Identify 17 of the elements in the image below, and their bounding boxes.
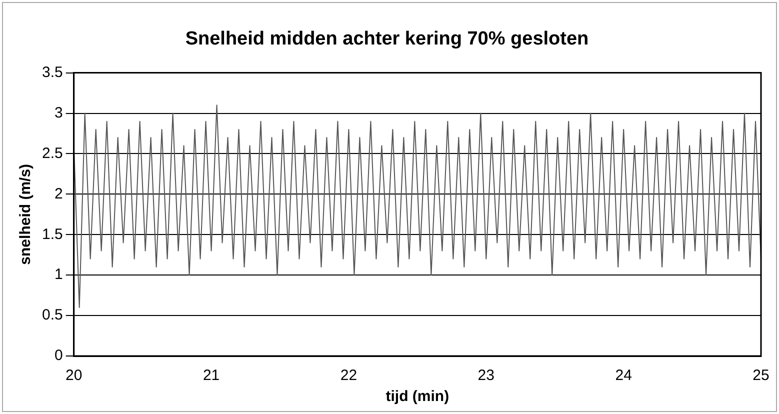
chart-title: Snelheid midden achter kering 70% gesloten [185,28,589,50]
y-tick-label: 1.5 [42,226,63,243]
x-tick-label: 25 [752,367,770,384]
y-tick-label: 2.5 [42,144,63,162]
y-tick-label: 0.5 [42,306,63,324]
y-tick-label: 2 [54,185,63,202]
x-axis-title: tijd (min) [386,388,450,406]
x-tick-label: 24 [615,367,632,384]
x-tick-label: 22 [340,367,358,384]
y-tick-label: 3.5 [42,64,63,81]
y-tick-label: 1 [54,266,63,284]
x-tick-label: 21 [202,367,220,384]
y-tick-label: 3 [54,104,63,122]
y-axis-title: snelheid (m/s) [17,164,34,265]
x-tick-label: 20 [66,367,82,384]
y-tick-label: 0 [54,347,63,364]
x-tick-label: 23 [478,367,494,384]
